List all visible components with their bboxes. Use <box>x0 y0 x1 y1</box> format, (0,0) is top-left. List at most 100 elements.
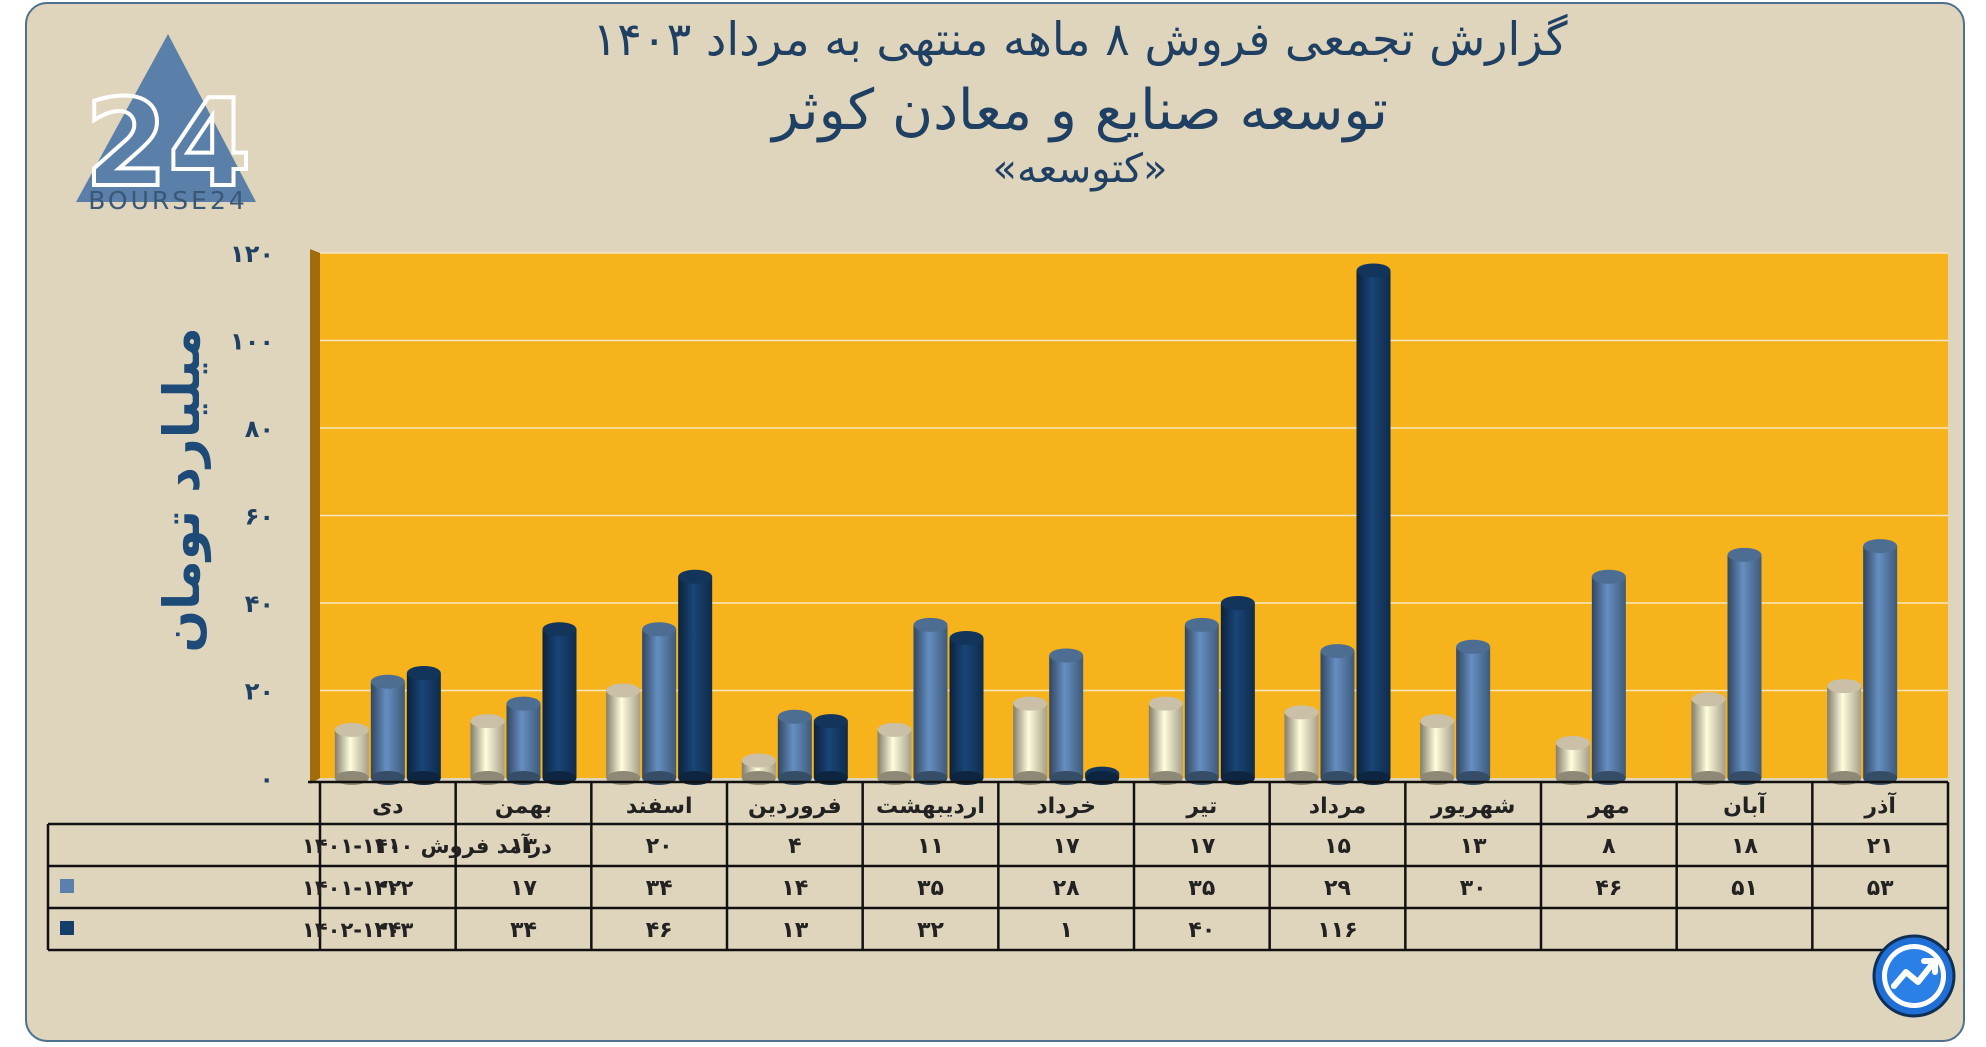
data-label: ۱۱ <box>374 834 401 859</box>
data-label: ۲۴ <box>374 918 401 943</box>
data-label: ۱۳ <box>781 918 808 943</box>
data-label: ۱۸ <box>1731 834 1758 859</box>
bar <box>877 729 912 778</box>
data-label: ۱۳ <box>1460 834 1487 859</box>
data-label: ۱۴ <box>781 876 808 901</box>
data-label: ۲۸ <box>1053 876 1080 901</box>
x-tick-label: شهریور <box>1430 794 1516 819</box>
bar <box>1863 546 1898 778</box>
data-label: ۴۰ <box>1188 918 1215 943</box>
bar-cap <box>1727 547 1762 562</box>
bar <box>1049 655 1084 778</box>
x-tick-label: اردیبهشت <box>876 794 985 819</box>
y-tick-label: ۱۲۰ <box>230 240 274 268</box>
y-tick-label: ۶۰ <box>245 503 274 531</box>
legend-label: ۱۴۰۱-۱۴۰۲ <box>302 876 413 900</box>
data-label: ۱۷ <box>1053 834 1080 859</box>
bar-cap <box>949 631 984 645</box>
data-label: ۱۵ <box>1324 834 1351 859</box>
bar-cap <box>334 722 369 737</box>
y-tick-label: ۴۰ <box>245 590 274 618</box>
data-label: ۴۶ <box>646 918 673 943</box>
bar <box>913 624 948 778</box>
data-label: ۱ <box>1059 918 1072 943</box>
plot-side-wall <box>310 249 320 784</box>
bar <box>1727 554 1762 778</box>
bar <box>1013 703 1048 778</box>
bar-cap <box>1013 696 1048 711</box>
y-tick-label: ۱۰۰ <box>230 328 274 356</box>
data-label: ۲۰ <box>646 834 673 859</box>
bar-cap <box>741 753 776 768</box>
bar-cap <box>1356 263 1391 278</box>
bar-cap <box>1320 644 1355 659</box>
data-label: ۵۳ <box>1867 876 1894 901</box>
x-tick-label: مهر <box>1587 794 1630 819</box>
y-axis-label: میلیارد تومان <box>153 327 211 653</box>
company-name: توسعه صنایع و معادن کوثر <box>772 78 1388 143</box>
bar <box>1284 712 1319 778</box>
bar-cap <box>606 683 641 698</box>
bar-cap <box>1863 539 1898 554</box>
bar-cap <box>1284 705 1319 720</box>
data-label: ۳۰ <box>1460 876 1487 901</box>
bar <box>1220 603 1255 778</box>
bar <box>370 681 405 778</box>
logo-mark: 24 <box>85 75 252 214</box>
bar <box>777 716 812 778</box>
bar-cap <box>642 622 677 637</box>
bar <box>406 673 441 778</box>
trend-arrow-icon[interactable] <box>1872 934 1956 1018</box>
bar <box>813 721 848 778</box>
bar-cap <box>1827 679 1862 694</box>
bar-cap <box>1148 696 1183 711</box>
triangle-24-logo-icon: 24 <box>76 34 256 215</box>
y-tick-label: ۲۰ <box>245 678 274 706</box>
data-label: ۴۶ <box>1595 876 1622 901</box>
x-tick-label: آذر <box>1863 791 1896 819</box>
bar-cap <box>1691 692 1726 707</box>
data-label: ۱۷ <box>510 876 537 901</box>
bar <box>470 721 505 778</box>
bar-cap <box>406 666 441 680</box>
bar-cap <box>1591 569 1626 584</box>
bar-cap <box>542 622 577 637</box>
data-label: ۳۲ <box>917 918 944 943</box>
x-tick-label: آبان <box>1723 791 1766 819</box>
data-label: ۴ <box>788 834 801 859</box>
ticker-symbol: «کتوسعه» <box>992 146 1168 192</box>
bar <box>506 703 541 778</box>
legend-swatch <box>60 879 74 893</box>
bar-cap <box>1456 639 1491 654</box>
x-tick-label: فروردین <box>748 794 842 819</box>
bar <box>642 629 677 778</box>
data-label: ۱۳ <box>510 834 537 859</box>
bar-cap <box>1184 617 1219 632</box>
bar-cap <box>813 714 848 729</box>
bar <box>606 690 641 778</box>
data-label: ۳۵ <box>917 876 944 901</box>
y-tick-label: ۰ <box>259 765 274 793</box>
bar-cap <box>1049 648 1084 663</box>
x-tick-label: تیر <box>1185 794 1217 819</box>
legend-label: ۱۴۰۲-۱۴۰۳ <box>302 918 413 942</box>
x-tick-label: خرداد <box>1036 794 1096 819</box>
data-label: ۳۴ <box>646 876 673 901</box>
bar-cap <box>470 714 505 729</box>
bar <box>1320 651 1355 778</box>
data-label: ۲۱ <box>1867 834 1894 859</box>
bar <box>1456 646 1491 778</box>
bar <box>1184 624 1219 778</box>
data-label: ۲۹ <box>1324 876 1351 901</box>
data-label: ۱۷ <box>1188 834 1215 859</box>
bar <box>1691 699 1726 778</box>
bar <box>334 729 369 778</box>
bar <box>678 576 713 778</box>
bar <box>542 629 577 778</box>
legend-swatch <box>60 921 74 935</box>
data-label: ۳۵ <box>1188 876 1215 901</box>
bar-cap <box>506 696 541 711</box>
bar <box>1827 686 1862 778</box>
